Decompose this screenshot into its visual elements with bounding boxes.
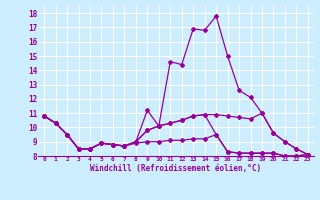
X-axis label: Windchill (Refroidissement éolien,°C): Windchill (Refroidissement éolien,°C) — [91, 164, 261, 173]
